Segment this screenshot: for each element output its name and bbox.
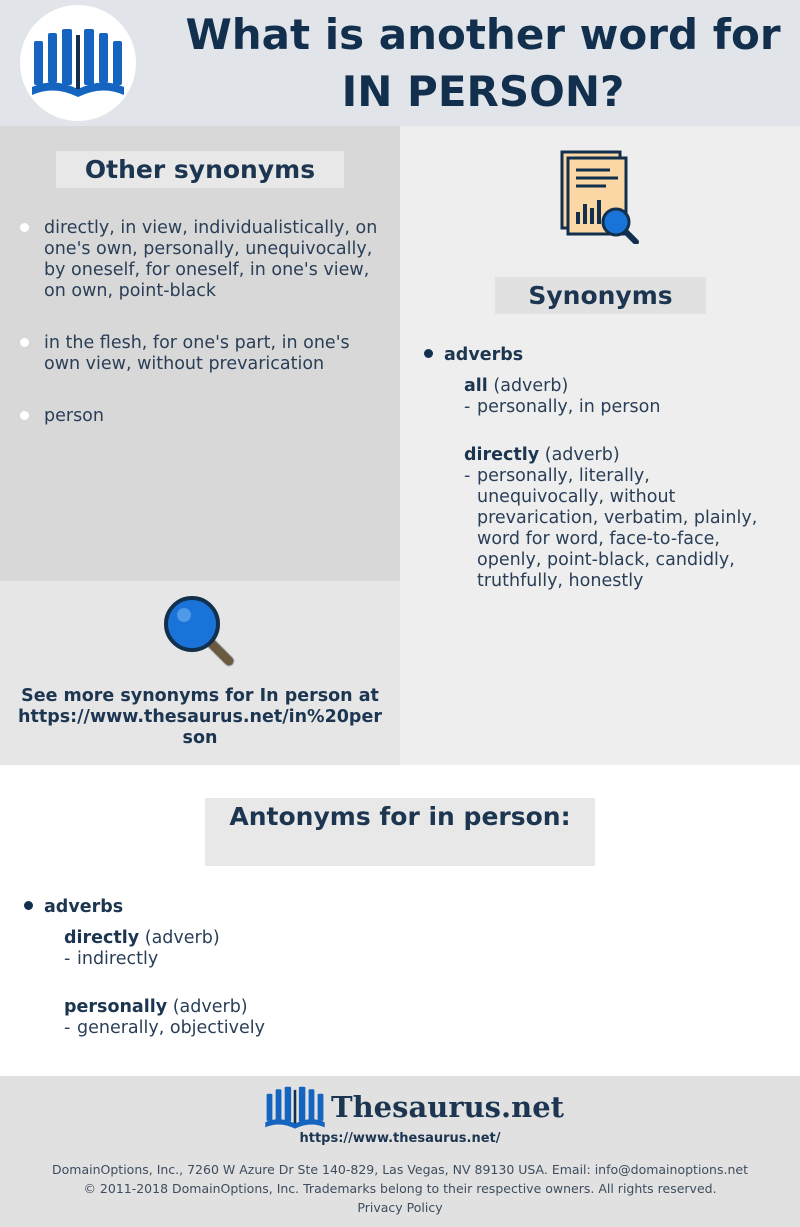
entry-word[interactable]: personally xyxy=(64,997,168,1017)
part-of-speech-label: adverbs xyxy=(24,896,744,918)
antonyms-title: Antonyms for in person: xyxy=(205,798,595,866)
other-synonyms-title: Other synonyms xyxy=(56,151,344,188)
footer-copyright: © 2011-2018 DomainOptions, Inc. Trademar… xyxy=(83,1181,717,1196)
entry-tag: (adverb) xyxy=(544,445,620,465)
list-item: in the flesh, for one's part, in one's o… xyxy=(20,333,380,375)
footer-address: DomainOptions, Inc., 7260 W Azure Dr Ste… xyxy=(52,1162,748,1177)
page-title: What is another word for IN PERSON? xyxy=(176,6,790,120)
part-of-speech-label: adverbs xyxy=(424,344,764,366)
entry-word[interactable]: directly xyxy=(464,445,540,465)
site-url-link[interactable]: https://www.thesaurus.net/ xyxy=(299,1131,501,1146)
antonym-entry: personally (adverb) generally, objective… xyxy=(64,996,744,1039)
page-footer: Thesaurus.net https://www.thesaurus.net/… xyxy=(0,1076,800,1227)
entry-word[interactable]: directly xyxy=(64,928,140,948)
book-logo-icon xyxy=(32,29,124,97)
entry-antonyms: indirectly xyxy=(64,949,744,970)
entry-synonyms: personally, literally, unequivocally, wi… xyxy=(464,466,764,592)
entry-tag: (adverb) xyxy=(172,997,248,1017)
see-more-panel: See more synonyms for In person at https… xyxy=(0,581,400,765)
synonym-entry: directly (adverb) personally, literally,… xyxy=(464,444,764,592)
antonyms-group: adverbs directly (adverb) indirectly per… xyxy=(24,896,744,1039)
entry-tag: (adverb) xyxy=(144,928,220,948)
synonyms-group: adverbs all (adverb) personally, in pers… xyxy=(424,344,764,592)
brand-name: Thesaurus.net xyxy=(331,1090,565,1124)
footer-brand[interactable]: Thesaurus.net xyxy=(264,1086,564,1132)
see-more-link[interactable]: See more synonyms for In person at https… xyxy=(18,686,382,748)
synonyms-title: Synonyms xyxy=(495,277,706,314)
other-synonyms-list: directly, in view, individualistically, … xyxy=(20,218,380,458)
entry-tag: (adverb) xyxy=(493,376,569,396)
list-item: directly, in view, individualistically, … xyxy=(20,218,380,302)
list-item: person xyxy=(20,406,380,427)
entry-antonyms: generally, objectively xyxy=(64,1018,744,1039)
page-header: What is another word for IN PERSON? xyxy=(0,0,800,126)
entry-word[interactable]: all xyxy=(464,376,488,396)
synonym-entry: all (adverb) personally, in person xyxy=(464,375,764,418)
antonym-entry: directly (adverb) indirectly xyxy=(64,927,744,970)
synonyms-panel: Synonyms adverbs all (adverb) personally… xyxy=(400,126,800,765)
title-line-1: What is another word for xyxy=(185,10,781,59)
privacy-policy-link[interactable]: Privacy Policy xyxy=(357,1200,443,1215)
title-line-2: IN PERSON? xyxy=(341,67,625,116)
site-logo[interactable] xyxy=(20,5,136,121)
document-search-icon xyxy=(560,150,639,244)
magnifier-icon xyxy=(164,596,235,667)
book-logo-icon xyxy=(265,1086,325,1129)
entry-synonyms: personally, in person xyxy=(464,397,764,418)
other-synonyms-panel: Other synonyms directly, in view, indivi… xyxy=(0,126,400,581)
